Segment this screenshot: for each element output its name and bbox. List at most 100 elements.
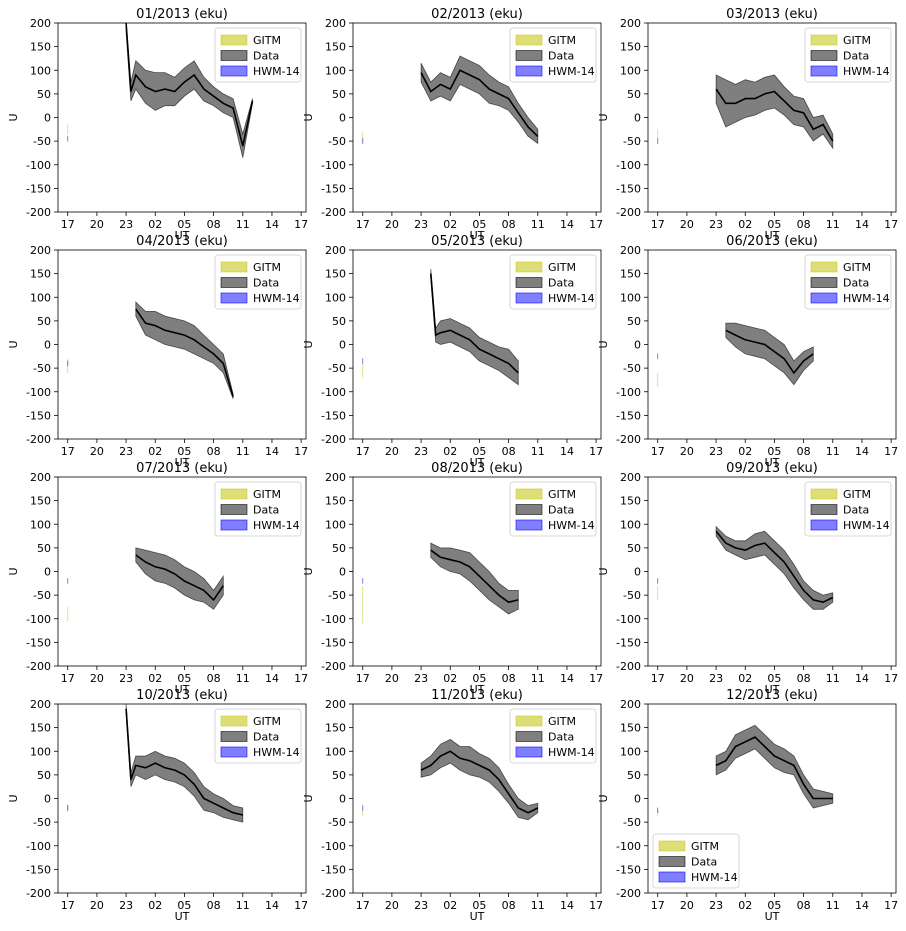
y-tick-label: -150 xyxy=(321,863,346,876)
x-tick-label: 17 xyxy=(61,899,75,912)
x-tick-label: 23 xyxy=(709,672,723,685)
y-tick-label: -100 xyxy=(616,159,641,172)
y-tick-label: -100 xyxy=(616,840,641,853)
y-tick-label: 100 xyxy=(30,518,51,531)
legend-hwm-label: HWM-14 xyxy=(843,65,890,78)
y-tick-label: 50 xyxy=(37,542,51,555)
x-tick-label: 11 xyxy=(531,445,545,458)
y-tick-label: -150 xyxy=(616,182,641,195)
x-tick-label: 11 xyxy=(531,672,545,685)
legend: GITM Data HWM-14 xyxy=(804,254,892,310)
legend: GITM Data HWM-14 xyxy=(214,481,302,537)
panel-3: -200 -150 -100 -50 0 50 100 150 200 17 20 23 02 05 08 1… xyxy=(597,7,898,242)
legend-hwm-label: HWM-14 xyxy=(843,292,890,305)
y-tick-label: 100 xyxy=(30,64,51,77)
legend-gitm-swatch xyxy=(810,488,838,500)
x-tick-label: 05 xyxy=(177,445,191,458)
legend-gitm-swatch xyxy=(515,34,543,46)
y-tick-label: 50 xyxy=(37,88,51,101)
x-tick-label: 02 xyxy=(148,218,162,231)
data-band xyxy=(420,738,539,821)
legend-data-swatch xyxy=(810,50,838,61)
legend-hwm-swatch xyxy=(810,65,838,77)
data-line xyxy=(420,750,539,814)
panel-9: -200 -150 -100 -50 0 50 100 150 200 17 20 23 02 05 08 1… xyxy=(597,461,898,696)
x-tick-label: 17 xyxy=(589,445,603,458)
legend-gitm-label: GITM xyxy=(843,488,871,501)
legend-hwm-label: HWM-14 xyxy=(253,519,300,532)
legend-data-swatch xyxy=(515,504,543,515)
x-tick-label: 14 xyxy=(560,445,574,458)
y-tick-label: -200 xyxy=(616,660,641,673)
panel-title: 06/2013 (eku) xyxy=(726,234,818,249)
y-tick-label: -200 xyxy=(321,887,346,900)
y-tick-label: -100 xyxy=(26,613,51,626)
panel-7: -200 -150 -100 -50 0 50 100 150 200 17 20 23 02 05 08 1… xyxy=(7,461,308,696)
y-tick-label: -200 xyxy=(321,433,346,446)
x-tick-label: 14 xyxy=(855,899,869,912)
legend-data-swatch xyxy=(220,277,248,288)
x-tick-label: 11 xyxy=(236,672,250,685)
x-tick-label: 23 xyxy=(414,445,428,458)
legend-gitm-label: GITM xyxy=(253,261,281,274)
data-band xyxy=(135,547,224,610)
x-tick-label: 11 xyxy=(236,899,250,912)
y-tick-label: 0 xyxy=(634,112,641,125)
y-tick-label: -150 xyxy=(26,182,51,195)
y-axis-label: U xyxy=(302,113,315,121)
y-tick-label: -150 xyxy=(26,409,51,422)
y-tick-label: -50 xyxy=(623,362,641,375)
y-tick-label: 0 xyxy=(339,112,346,125)
y-tick-label: 200 xyxy=(620,698,641,711)
y-tick-label: -100 xyxy=(321,159,346,172)
x-tick-label: 05 xyxy=(767,672,781,685)
data-band xyxy=(430,542,519,615)
legend-data-label: Data xyxy=(548,50,574,63)
y-tick-label: -200 xyxy=(26,206,51,219)
legend-hwm-swatch xyxy=(220,746,248,758)
legend-gitm-swatch xyxy=(810,261,838,273)
legend-data-swatch xyxy=(220,504,248,515)
x-tick-label: 17 xyxy=(294,445,308,458)
y-tick-label: 100 xyxy=(620,291,641,304)
y-axis-label: U xyxy=(597,794,610,802)
x-tick-label: 08 xyxy=(207,899,221,912)
y-tick-label: -150 xyxy=(321,409,346,422)
x-tick-label: 17 xyxy=(356,672,370,685)
plot-area xyxy=(657,525,834,610)
y-tick-label: -150 xyxy=(321,182,346,195)
legend-hwm-label: HWM-14 xyxy=(253,746,300,759)
legend-data-label: Data xyxy=(843,277,869,290)
y-tick-label: 150 xyxy=(325,495,346,508)
data-band xyxy=(125,704,244,823)
legend-gitm-label: GITM xyxy=(548,261,576,274)
y-tick-label: -200 xyxy=(321,206,346,219)
x-tick-label: 02 xyxy=(443,899,457,912)
x-tick-label: 17 xyxy=(651,218,665,231)
panel-title: 11/2013 (eku) xyxy=(431,688,523,703)
legend-data-swatch xyxy=(515,50,543,61)
legend-data-swatch xyxy=(515,277,543,288)
data-band xyxy=(430,268,519,386)
panel-title: 01/2013 (eku) xyxy=(136,7,228,22)
legend-data-label: Data xyxy=(548,731,574,744)
y-tick-label: -200 xyxy=(616,206,641,219)
plot-area xyxy=(67,704,244,823)
y-tick-label: -50 xyxy=(33,589,51,602)
y-tick-label: -200 xyxy=(616,887,641,900)
y-tick-label: 200 xyxy=(620,17,641,30)
legend-gitm-label: GITM xyxy=(253,488,281,501)
legend: GITM Data HWM-14 xyxy=(214,254,302,310)
y-tick-label: 150 xyxy=(325,722,346,735)
x-tick-label: 20 xyxy=(385,672,399,685)
legend-hwm-label: HWM-14 xyxy=(548,65,595,78)
legend-hwm-label: HWM-14 xyxy=(548,292,595,305)
x-tick-label: 17 xyxy=(589,672,603,685)
x-tick-label: 17 xyxy=(884,899,898,912)
legend: GITM Data HWM-14 xyxy=(804,27,892,83)
x-tick-label: 17 xyxy=(294,218,308,231)
x-tick-label: 02 xyxy=(738,672,752,685)
panel-11: -200 -150 -100 -50 0 50 100 150 200 17 20 23 02 05 08 1… xyxy=(302,688,603,923)
x-tick-label: 05 xyxy=(472,445,486,458)
panel-title: 07/2013 (eku) xyxy=(136,461,228,476)
